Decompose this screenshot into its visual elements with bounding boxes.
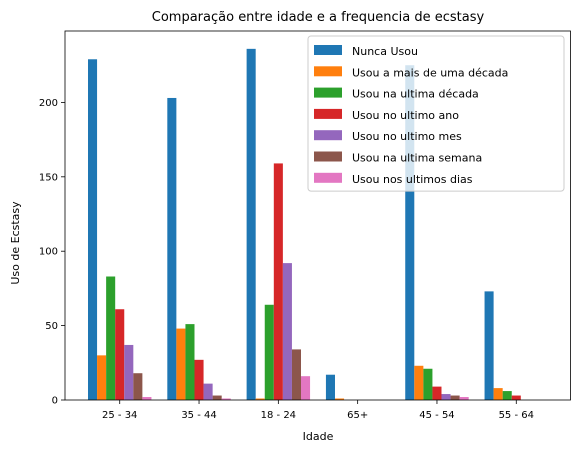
x-tick-label: 65+ [347,410,368,421]
bar-2-2 [176,328,186,400]
legend-entry: Usou a mais de uma década [352,66,508,79]
legend-swatch [314,151,342,162]
bar-2-6 [493,388,503,400]
bar-1-5 [405,65,415,400]
bar-2-5 [414,365,424,400]
legend-swatch [314,172,342,183]
bar-3-1 [106,276,116,400]
y-axis: 0 50 100 150 200 [39,98,65,407]
bar-6-2 [212,395,222,400]
legend-entry: Nunca Usou [352,45,418,58]
bar-4-1 [115,309,125,400]
legend-swatch [314,45,342,55]
bar-7-2 [221,398,231,400]
legend-swatch [314,66,342,77]
bar-2-4 [335,398,345,400]
y-tick-label: 150 [39,172,58,183]
x-axis: 25 - 34 35 - 44 18 - 24 65+ 45 - 54 55 - 64 [102,400,534,421]
bar-3-2 [185,324,195,400]
x-axis-label: Idade [303,430,334,443]
y-tick-label: 100 [39,247,58,258]
legend-swatch [314,87,342,98]
legend-entry: Usou na ultima semana [352,152,482,165]
x-tick-label: 45 - 54 [419,410,454,421]
y-tick-label: 50 [45,321,58,332]
y-tick-label: 200 [39,98,58,109]
bar-6-1 [133,373,143,400]
x-tick-label: 55 - 64 [499,410,534,421]
bar-1-4 [325,374,335,400]
bar-4-6 [511,395,521,400]
legend-swatch [314,130,342,141]
x-tick-label: 25 - 34 [102,410,137,421]
bar-5-1 [124,344,134,400]
legend-entry: Usou na ultima década [352,88,479,101]
chart-title: Comparação entre idade e a frequencia de… [152,10,485,25]
legend-entry: Usou no ultimo ano [352,109,459,122]
bar-1-6 [484,291,494,400]
legend: Nunca Usou Usou a mais de uma década Usou … [307,35,565,192]
legend-entry: Usou no ultimo mes [352,130,462,143]
bar-2-3 [255,398,265,400]
bar-6-3 [291,349,301,400]
bar-1-1 [88,59,98,401]
bar-6-5 [450,395,460,400]
bar-1-2 [167,97,177,401]
bar-2-1 [97,355,107,400]
plot-area [64,30,571,401]
bar-1-3 [246,48,256,400]
x-tick-label: 18 - 24 [261,410,296,421]
bar-7-5 [459,397,469,400]
legend-box [307,35,565,192]
bar-5-5 [441,394,451,400]
bar-5-2 [203,383,213,400]
bar-4-3 [273,163,283,400]
bar-3-3 [264,304,274,400]
x-tick-label: 35 - 44 [181,410,216,421]
bar-3-6 [502,391,512,400]
y-tick-label: 0 [52,396,58,407]
y-axis-label: Uso de Ecstasy [9,201,22,285]
bar-5-3 [282,263,292,400]
bar-4-2 [194,359,204,400]
bar-7-3 [301,376,311,400]
bar-7-1 [142,397,152,400]
legend-swatch [314,108,342,119]
legend-entry: Usou nos ultimos dias [352,173,473,186]
bar-3-5 [423,368,433,400]
bar-4-5 [432,386,442,400]
